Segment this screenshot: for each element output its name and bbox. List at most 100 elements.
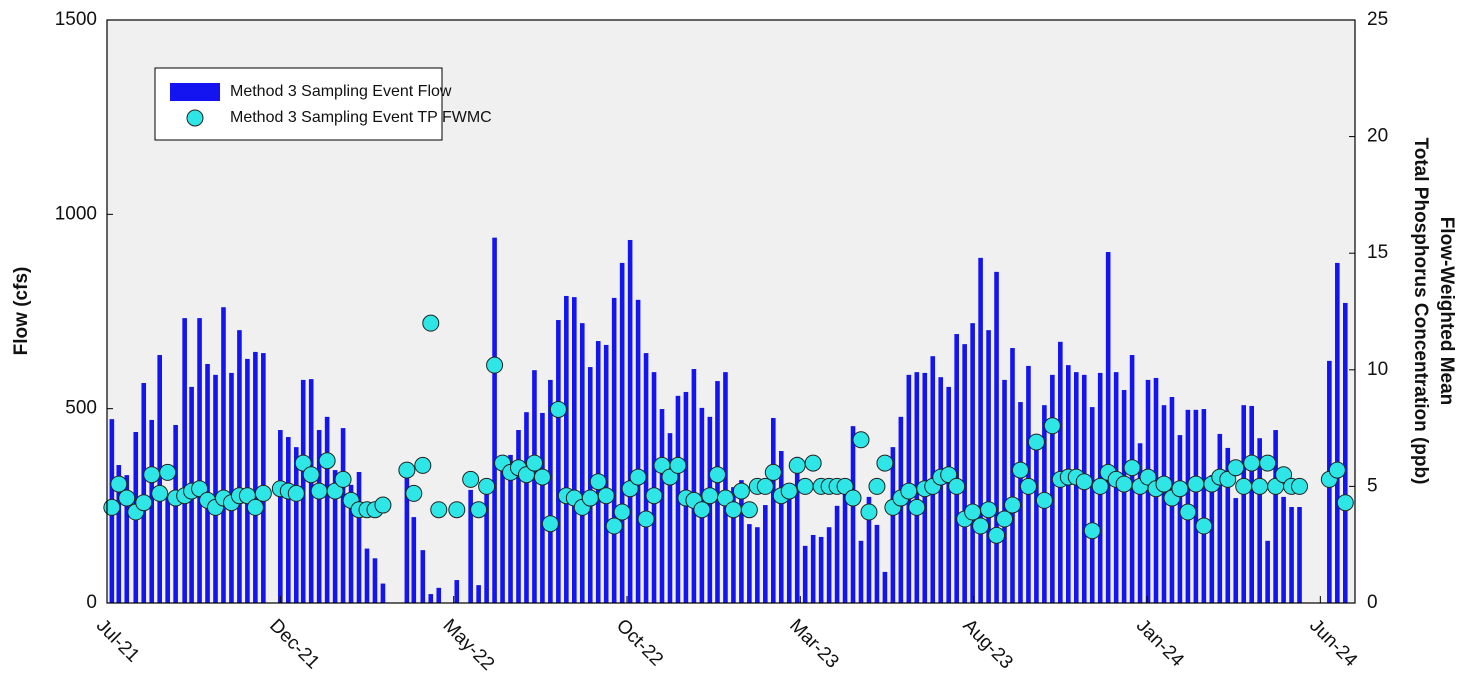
y2-tick-label: 15 [1367,242,1388,263]
point [1075,473,1093,491]
point [334,470,352,488]
bar [404,470,410,603]
x-tick-label: Jun-24 [1305,615,1361,671]
point [1259,454,1277,472]
point [310,482,328,500]
bar [548,379,553,603]
bar [564,295,569,603]
point [1019,477,1037,495]
bar [611,297,617,603]
legend-swatch [186,109,204,127]
bar [293,447,299,603]
legend-swatch [170,83,220,101]
point [1187,475,1205,493]
bar [627,239,633,603]
point [448,501,466,519]
bar [1257,438,1262,603]
point [541,515,559,533]
point [645,487,663,505]
bar [810,534,816,603]
x-tick-label: Aug-23 [959,615,1017,673]
point [478,477,496,495]
bar [1129,355,1135,603]
point [191,480,209,498]
bar [1177,435,1183,603]
point [796,477,814,495]
bar [356,472,362,603]
bar [667,433,673,603]
bar [278,430,283,603]
bar [173,424,178,603]
point [1003,496,1021,514]
bar [842,494,848,603]
point [287,484,305,502]
y2-axis-title: Flow-Weighted Mean [1436,217,1457,406]
bar [500,459,505,603]
point [1219,470,1237,488]
bar [1201,409,1207,603]
point [597,487,615,505]
bar [778,451,784,603]
bar [1281,496,1286,603]
point [470,501,488,519]
point [1115,475,1133,493]
point [486,356,504,374]
point [525,454,543,472]
x-tick-label: Mar-23 [785,615,842,672]
bar [747,524,752,603]
bar [1209,475,1215,603]
bar [229,372,234,603]
bar [411,517,417,603]
bar [826,527,832,603]
point [701,487,719,505]
bar [213,374,218,603]
point [1139,468,1157,486]
point [589,473,607,491]
bar [182,318,187,603]
bar [516,430,521,603]
point [764,463,782,481]
point [724,501,742,519]
point [980,501,998,519]
point [732,482,750,500]
point [621,480,639,498]
point [1035,491,1053,509]
point [756,477,774,495]
point [1275,466,1293,484]
bar [770,417,776,603]
bar [508,454,513,603]
bar [866,496,872,603]
point [254,484,272,502]
bar [149,419,155,603]
y-tick-label: 1500 [55,9,97,30]
point [1011,461,1029,479]
bar [253,351,258,603]
bar [786,487,792,603]
bar [938,377,944,603]
x-tick-label: Dec-21 [265,615,323,673]
bar [1193,409,1199,603]
bar [245,358,250,603]
y2-tick-label: 0 [1367,592,1378,613]
bar [619,262,625,603]
point [1083,522,1101,540]
y-tick-label: 1000 [55,203,97,224]
point [629,468,647,486]
bar [1297,506,1302,603]
point [900,482,918,500]
bar [454,580,460,603]
bar [603,344,609,603]
bar [141,383,147,603]
bar [197,318,202,603]
bar [348,484,354,603]
bar [1105,252,1111,603]
bar [1050,374,1055,603]
x-tick-label: Jul-21 [92,615,143,666]
y2-axis-title: Total Phosphorus Concentration (ppb) [1410,138,1431,485]
bar [986,330,991,603]
bar [1161,405,1167,603]
bar [858,540,864,603]
point [1091,477,1109,495]
bar [237,330,242,603]
